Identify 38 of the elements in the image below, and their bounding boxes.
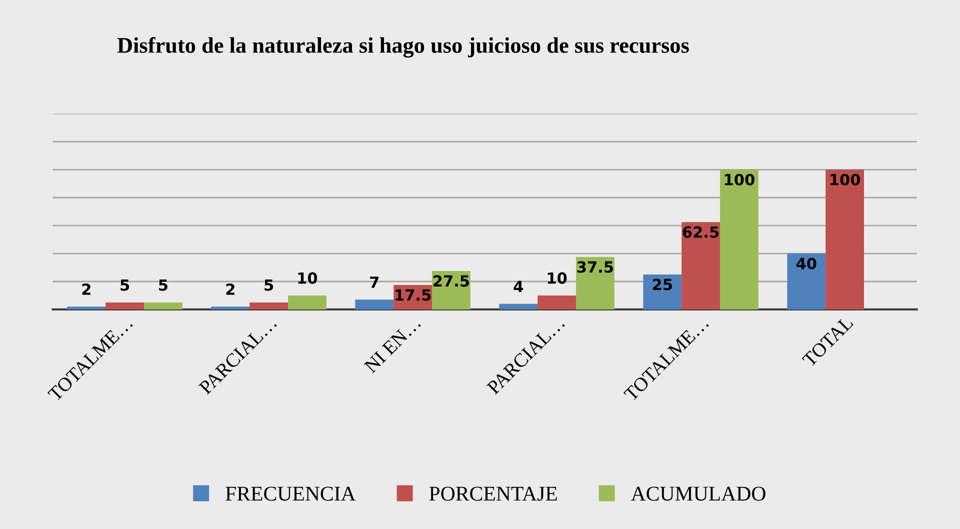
bar	[288, 295, 326, 310]
data-label: 5	[120, 279, 130, 291]
data-label: 62.5	[682, 226, 719, 238]
bar	[432, 271, 470, 310]
data-label: 2	[82, 283, 90, 295]
data-label: 5	[264, 279, 274, 291]
chart-title: Disfruto de la naturaleza si hago uso juicioso de sus recursos	[117, 37, 689, 58]
x-tick-label: NI EN…	[364, 316, 422, 374]
bar	[144, 302, 182, 310]
legend-label: PORCENTAJE	[429, 486, 557, 501]
bar	[355, 300, 394, 310]
bar	[67, 306, 106, 310]
data-label: 37.5	[577, 261, 613, 273]
bar	[826, 170, 864, 310]
data-label: 100	[724, 174, 754, 186]
bar	[787, 254, 826, 310]
legend-label: FRECUENCIA	[226, 486, 356, 501]
bar	[250, 302, 288, 310]
data-label: 5	[159, 279, 168, 291]
bar	[576, 257, 614, 310]
data-label: 17.5	[396, 289, 431, 301]
legend-label: ACUMULADO	[631, 486, 766, 501]
bar	[643, 274, 682, 310]
bar	[106, 302, 144, 310]
data-label: 100	[830, 174, 860, 186]
data-label: 7	[370, 276, 378, 288]
bar	[720, 170, 758, 310]
bar	[499, 304, 538, 310]
data-label: 2	[226, 283, 234, 295]
bar	[682, 222, 720, 310]
data-label: 4	[514, 280, 524, 292]
data-label: 10	[298, 272, 318, 284]
data-label: 27.5	[434, 275, 469, 287]
data-label: 10	[548, 272, 567, 284]
data-label: 25	[652, 278, 672, 290]
data-label: 40	[796, 258, 816, 270]
bar	[538, 295, 576, 310]
bar	[211, 306, 250, 310]
